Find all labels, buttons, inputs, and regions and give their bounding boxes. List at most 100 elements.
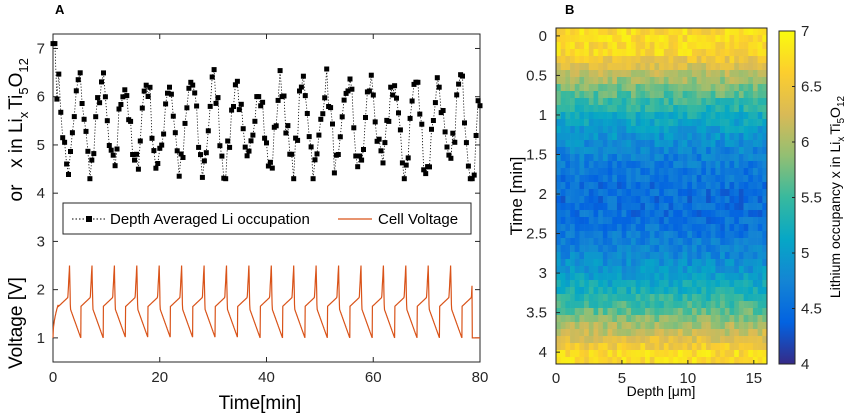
heatmap-cell xyxy=(682,259,688,267)
panel-a-y-label-top: x in LixTi5O12 xyxy=(6,58,31,168)
heatmap-cell xyxy=(696,336,702,344)
heatmap-cell xyxy=(593,126,599,134)
heatmap-cell xyxy=(602,315,608,323)
li-occupation-point xyxy=(73,88,79,94)
heatmap-cell xyxy=(724,287,730,295)
li-occupation-point xyxy=(217,143,223,149)
heatmap-cell xyxy=(663,154,669,162)
heatmap-cell xyxy=(696,182,702,190)
heatmap-cell xyxy=(677,231,683,239)
panel-b-x-label: Depth [μm] xyxy=(627,383,696,399)
heatmap-cell xyxy=(631,77,637,85)
heatmap-cell xyxy=(574,140,580,148)
heatmap-cell xyxy=(654,105,660,113)
heatmap-cell xyxy=(734,245,740,253)
heatmap-cell xyxy=(738,147,744,155)
heatmap-cell xyxy=(729,105,735,113)
heatmap-cell xyxy=(640,301,646,309)
heatmap-cell xyxy=(612,119,618,127)
heatmap-cell xyxy=(677,357,683,365)
heatmap-cell xyxy=(584,70,590,78)
heatmap-cell xyxy=(743,84,749,92)
li-occupation-point xyxy=(108,147,114,153)
heatmap-cell xyxy=(762,287,768,295)
li-occupation-point xyxy=(236,107,242,113)
heatmap-cell xyxy=(743,336,749,344)
panel-b-y-label: Time [min] xyxy=(507,157,526,236)
heatmap-cell xyxy=(616,357,622,365)
heatmap-cell xyxy=(626,280,632,288)
heatmap-cell xyxy=(635,301,641,309)
heatmap-cell xyxy=(706,161,712,169)
heatmap-cell xyxy=(701,98,707,106)
heatmap-cell xyxy=(649,98,655,106)
heatmap-cell xyxy=(621,147,627,155)
li-occupation-point xyxy=(452,139,458,145)
heatmap-cell xyxy=(645,217,651,225)
heatmap-cell xyxy=(631,350,637,358)
heatmap-cell xyxy=(687,266,693,274)
li-occupation-point xyxy=(58,109,64,115)
heatmap-cell xyxy=(556,147,561,155)
heatmap-cell xyxy=(616,182,622,190)
heatmap-cell xyxy=(752,315,758,323)
heatmap-cell xyxy=(715,301,721,309)
heatmap-cell xyxy=(696,322,702,330)
heatmap-cell xyxy=(701,315,707,323)
heatmap-cell xyxy=(560,287,566,295)
heatmap-cell xyxy=(635,357,641,365)
heatmap-cell xyxy=(607,350,613,358)
heatmap-cell xyxy=(635,105,641,113)
heatmap-cell xyxy=(743,112,749,120)
heatmap-cell xyxy=(682,140,688,148)
heatmap-cell xyxy=(687,189,693,197)
heatmap-cell xyxy=(752,42,758,50)
heatmap-cell xyxy=(635,294,641,302)
heatmap-cell xyxy=(724,343,730,351)
heatmap-cell xyxy=(748,63,754,71)
li-occupation-point xyxy=(436,84,442,90)
heatmap-cell xyxy=(560,301,566,309)
heatmap-cell xyxy=(663,126,669,134)
heatmap-cell xyxy=(724,294,730,302)
heatmap-cell xyxy=(720,343,726,351)
heatmap-cell xyxy=(640,154,646,162)
heatmap-cell xyxy=(762,70,768,78)
heatmap-cell xyxy=(631,217,637,225)
heatmap-cell xyxy=(663,28,669,36)
heatmap-cell xyxy=(602,28,608,36)
heatmap-cell xyxy=(668,231,674,239)
heatmap-cell xyxy=(645,280,651,288)
heatmap-cell xyxy=(574,357,580,365)
li-occupation-point xyxy=(66,172,71,177)
heatmap-cell xyxy=(659,259,665,267)
heatmap-cell xyxy=(626,70,632,78)
y-tick-label: 2 xyxy=(539,186,547,203)
heatmap-cell xyxy=(752,98,758,106)
heatmap-cell xyxy=(593,119,599,127)
li-occupation-point xyxy=(403,162,409,168)
heatmap-cell xyxy=(734,336,740,344)
heatmap-cell xyxy=(598,98,604,106)
heatmap-cell xyxy=(748,56,754,64)
heatmap-cell xyxy=(556,217,561,225)
heatmap-cell xyxy=(598,238,604,246)
heatmap-cell xyxy=(579,315,585,323)
heatmap-cell xyxy=(696,287,702,295)
heatmap-cell xyxy=(626,224,632,232)
heatmap-cell xyxy=(720,238,726,246)
heatmap-cell xyxy=(724,161,730,169)
heatmap-cell xyxy=(649,133,655,141)
heatmap-cell xyxy=(598,308,604,316)
heatmap-cell xyxy=(706,175,712,183)
heatmap-cell xyxy=(631,175,637,183)
heatmap-cell xyxy=(560,70,566,78)
heatmap-cell xyxy=(687,112,693,120)
heatmap-cell xyxy=(631,28,637,36)
heatmap-cell xyxy=(673,182,679,190)
heatmap-cell xyxy=(612,357,618,365)
heatmap-cell xyxy=(579,56,585,64)
heatmap-cell xyxy=(654,224,660,232)
heatmap-cell xyxy=(574,217,580,225)
heatmap-cell xyxy=(631,259,637,267)
